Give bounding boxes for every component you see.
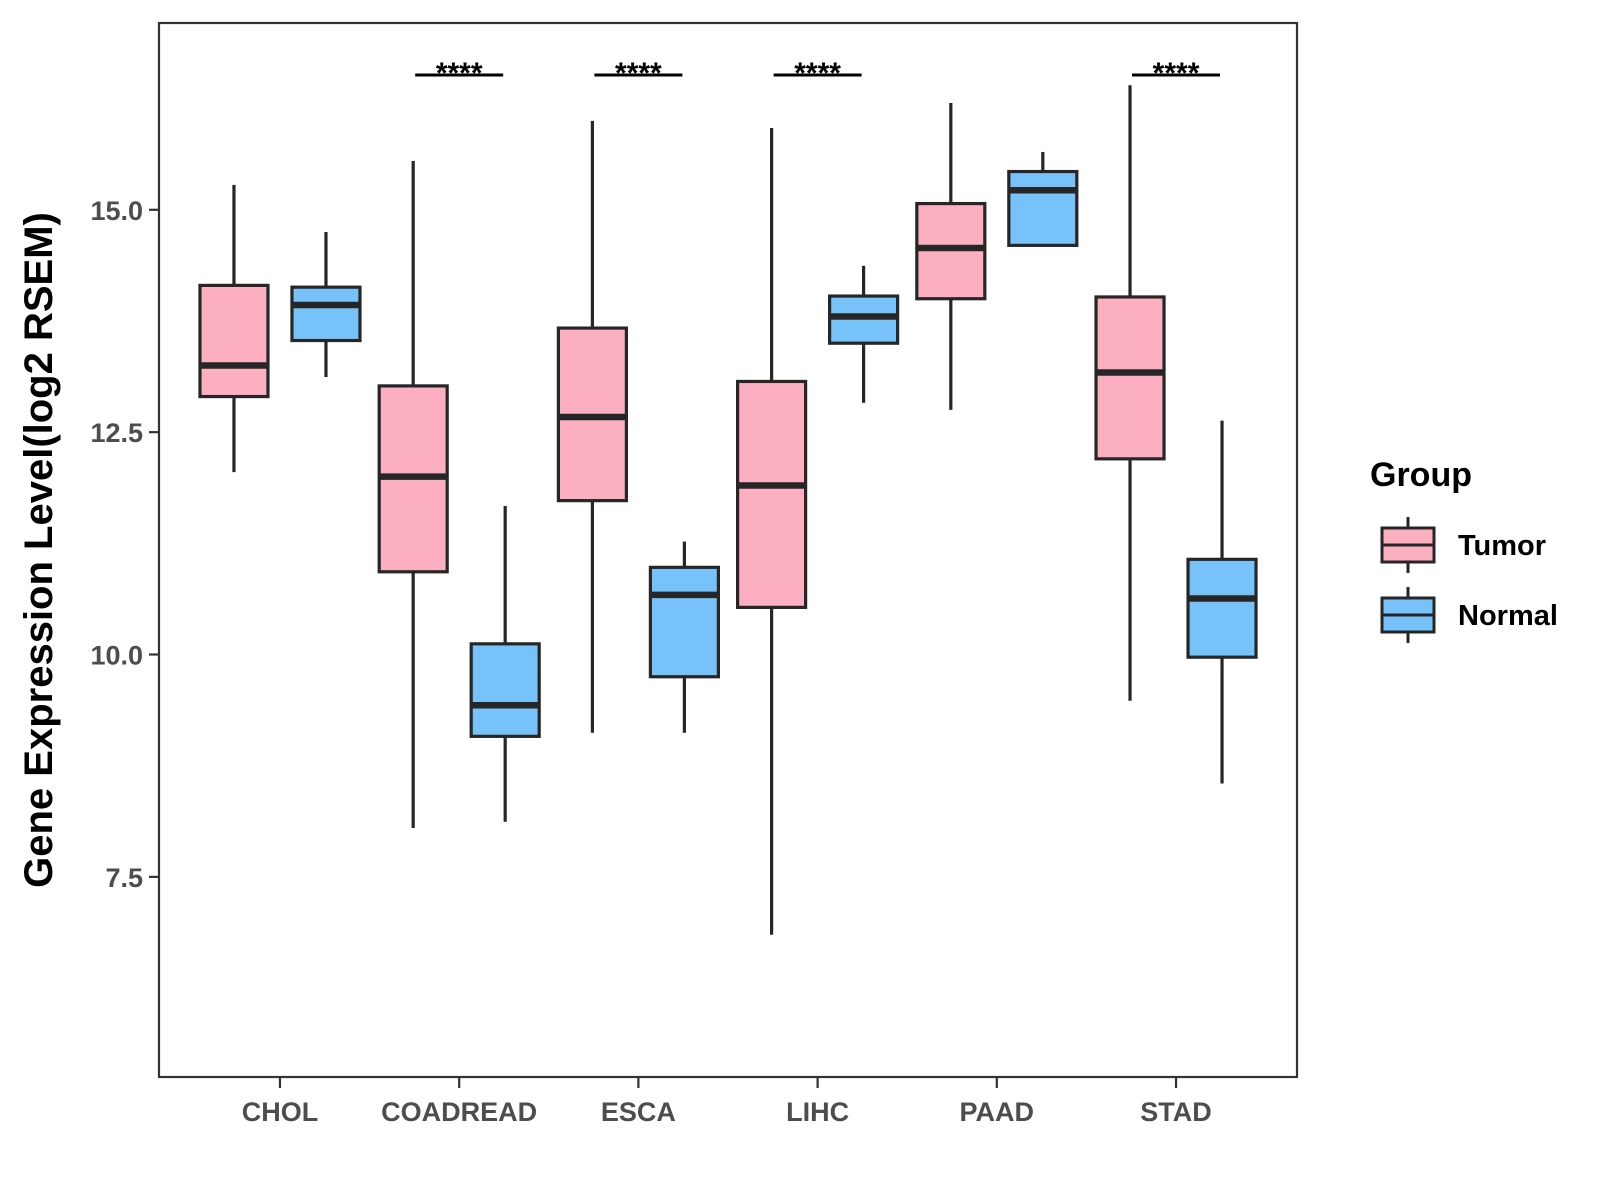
tumor-lihc-box <box>736 379 808 609</box>
tumor-stad-box <box>1094 295 1166 461</box>
y-tick-label: 10.0 <box>90 641 143 671</box>
legend-title: Group <box>1370 456 1472 494</box>
plot-panel <box>159 23 1297 1077</box>
normal-coadread-box <box>469 642 541 738</box>
normal-stad-box <box>1186 557 1258 659</box>
legend-label-normal: Normal <box>1458 600 1558 632</box>
significance-label-coadread: **** <box>436 57 483 90</box>
tumor-chol-box <box>198 283 270 399</box>
plot-layer: 7.5 10.0 12.5 15.0 CHOL COADREAD ESCA LIHC PAAD S… <box>90 21 1299 1127</box>
y-axis-title: Gene Expression Level(log2 RSEM) <box>17 212 61 888</box>
normal-chol-box <box>290 285 362 343</box>
legend-items: Tumor Normal <box>1380 517 1558 643</box>
y-tick-label: 7.5 <box>105 863 143 893</box>
x-tick-label-coadread: COADREAD <box>381 1097 537 1127</box>
y-tick-label: 15.0 <box>90 196 143 226</box>
x-tick-label-stad: STAD <box>1140 1097 1212 1127</box>
plot-border <box>157 21 1299 1079</box>
significance-label-stad: **** <box>1153 57 1200 90</box>
normal-esca-box <box>648 565 720 679</box>
normal-paad-box <box>1007 169 1079 247</box>
x-tick-label-esca: ESCA <box>601 1097 676 1127</box>
significance-label-esca: **** <box>615 57 662 90</box>
x-tick-label-lihc: LIHC <box>786 1097 849 1127</box>
x-tick-label-paad: PAAD <box>960 1097 1035 1127</box>
x-tick-label-chol: CHOL <box>242 1097 319 1127</box>
legend-label-tumor: Tumor <box>1458 530 1546 562</box>
significance-label-lihc: **** <box>794 57 841 90</box>
y-tick-label: 12.5 <box>90 418 143 448</box>
legend: Group Tumor Normal <box>1370 456 1558 643</box>
